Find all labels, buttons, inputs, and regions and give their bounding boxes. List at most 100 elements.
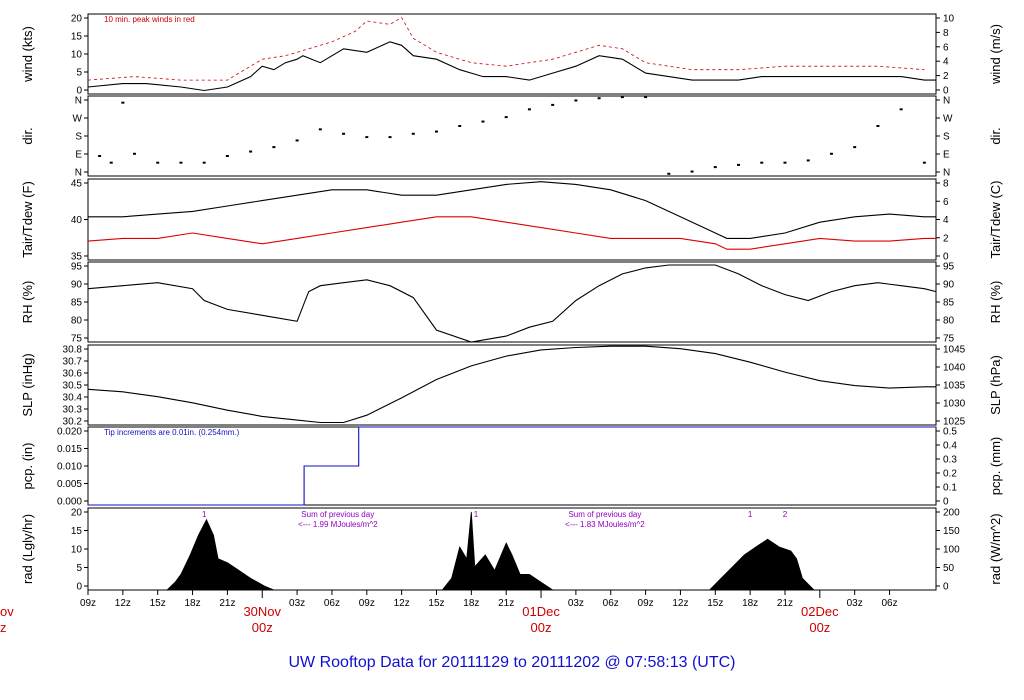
day-label: 01Dec [522, 604, 560, 619]
y-tick-label-left: 0 [76, 86, 82, 97]
panel-frame-dir [87, 95, 937, 177]
day-label-hour: 00z [809, 620, 830, 635]
x-tick-label: 18z [742, 598, 758, 609]
direction-point [109, 161, 113, 164]
day-label: 02Dec [801, 604, 839, 619]
y-tick-label-left: 0.010 [57, 462, 82, 473]
panel-frame-slp [87, 344, 937, 426]
annotation-text: <--- 1.83 MJoules/m^2 [565, 520, 645, 529]
direction-point [179, 161, 183, 164]
y-tick-label-left: 0.020 [57, 427, 82, 438]
x-tick-label: 21z [219, 598, 235, 609]
x-tick-label: 21z [498, 598, 514, 609]
y-tick-label-left: 5 [76, 68, 82, 79]
direction-point [225, 155, 229, 157]
y-tick-label-left: N [75, 168, 82, 179]
direction-point [156, 161, 160, 164]
x-tick-label: 06z [603, 598, 619, 609]
y-tick-label-right: 90 [943, 280, 955, 291]
annotation-text: 1 [748, 510, 753, 519]
direction-point [551, 103, 555, 106]
series-temp [88, 181, 936, 239]
y-tick-label-right: 8 [943, 28, 949, 39]
annotation-text: 1 [474, 510, 479, 519]
y-tick-label-right: W [943, 114, 953, 125]
direction-point [620, 96, 624, 99]
series-temp [87, 216, 936, 250]
x-tick-label: 06z [881, 598, 897, 609]
direction-point [806, 159, 810, 162]
y-tick-label-left: 30.7 [63, 357, 83, 368]
y-axis-label-left: wind (kts) [20, 26, 35, 83]
y-tick-label-right: N [943, 96, 950, 107]
y-tick-label-right: 6 [943, 42, 949, 53]
direction-point [899, 108, 903, 111]
y-tick-label-right: 100 [943, 545, 960, 556]
panel-slp: 30.230.330.430.530.630.730.8 1025 1030 1035… [20, 344, 1003, 428]
y-tick-label-left: 0.015 [57, 444, 82, 455]
y-tick-label-left: N [75, 96, 82, 107]
x-tick-label: 09z [638, 598, 654, 609]
y-tick-label-right: 85 [943, 298, 955, 309]
y-tick-label-left: 30.2 [63, 417, 83, 428]
direction-point [713, 166, 717, 169]
y-tick-label-left: 85 [71, 298, 83, 309]
y-tick-label-left: 0 [76, 582, 82, 593]
y-axis-label-left: SLP (inHg) [20, 353, 35, 416]
x-tick-label: 09z [80, 598, 96, 609]
y-axis-label-right: SLP (hPa) [988, 355, 1003, 415]
y-tick-label-left: 40 [71, 215, 83, 226]
y-tick-label-left: 10 [71, 50, 83, 61]
direction-point [388, 136, 392, 139]
direction-point [737, 163, 741, 166]
y-tick-label-left: 15 [71, 526, 83, 537]
y-tick-label-right: N [943, 168, 950, 179]
y-axis-label-right: pcp. (mm) [988, 437, 1003, 496]
x-tick-label: 18z [463, 598, 479, 609]
annotation-text: Sum of previous day [568, 510, 641, 519]
panel-wind: 0 5 10 15 20 0 2 4 6 8 10 wind (kts) wind (m/s) 10 mi… [20, 13, 1003, 97]
direction-point [458, 125, 462, 127]
direction-point [411, 132, 415, 135]
panel-note: Tip increments are 0.01in. (0.254mm.) [104, 428, 240, 437]
y-tick-label-right: 6 [943, 197, 949, 208]
y-tick-label-right: 0.2 [943, 469, 957, 480]
direction-point [295, 139, 299, 142]
y-tick-label-right: 1025 [943, 417, 966, 428]
y-tick-label-left: 5 [76, 563, 82, 574]
series-slp [87, 345, 936, 424]
annotation-text: Sum of previous day [301, 510, 374, 519]
y-tick-label-right: 0 [943, 252, 949, 263]
day-label-edge: ov [0, 604, 14, 619]
direction-point [342, 132, 346, 135]
day-label-hour: 00z [531, 620, 552, 635]
y-tick-label-right: 10 [943, 14, 955, 25]
direction-point [365, 136, 369, 139]
y-axis-label-left: rad (Lgly/hr) [20, 514, 35, 584]
series-rad [166, 511, 815, 591]
direction-point [481, 120, 485, 123]
direction-point [853, 146, 857, 149]
y-tick-label-left: 45 [71, 179, 83, 190]
x-tick-label: 06z [324, 598, 340, 609]
y-axis-label-right: RH (%) [988, 281, 1003, 324]
y-tick-label-right: 0 [943, 582, 949, 593]
y-axis-label-left: pcp. (in) [20, 443, 35, 490]
y-tick-label-left: 80 [71, 316, 83, 327]
y-axis-label-left: Tair/Tdew (F) [20, 181, 35, 258]
y-tick-label-right: 8 [943, 179, 949, 190]
direction-point [121, 101, 125, 104]
chart-title: UW Rooftop Data for 20111129 to 20111202… [288, 654, 735, 671]
y-tick-label-right: 0.5 [943, 427, 957, 438]
panel-note: 10 min. peak winds in red [104, 15, 195, 24]
y-tick-label-left: 20 [71, 508, 83, 519]
direction-point [272, 146, 276, 149]
y-tick-label-right: 95 [943, 262, 955, 273]
direction-point [922, 161, 926, 164]
x-tick-label: 03z [289, 598, 305, 609]
y-tick-label-left: 0.005 [57, 479, 82, 490]
day-label-edge-hour: z [0, 620, 7, 635]
